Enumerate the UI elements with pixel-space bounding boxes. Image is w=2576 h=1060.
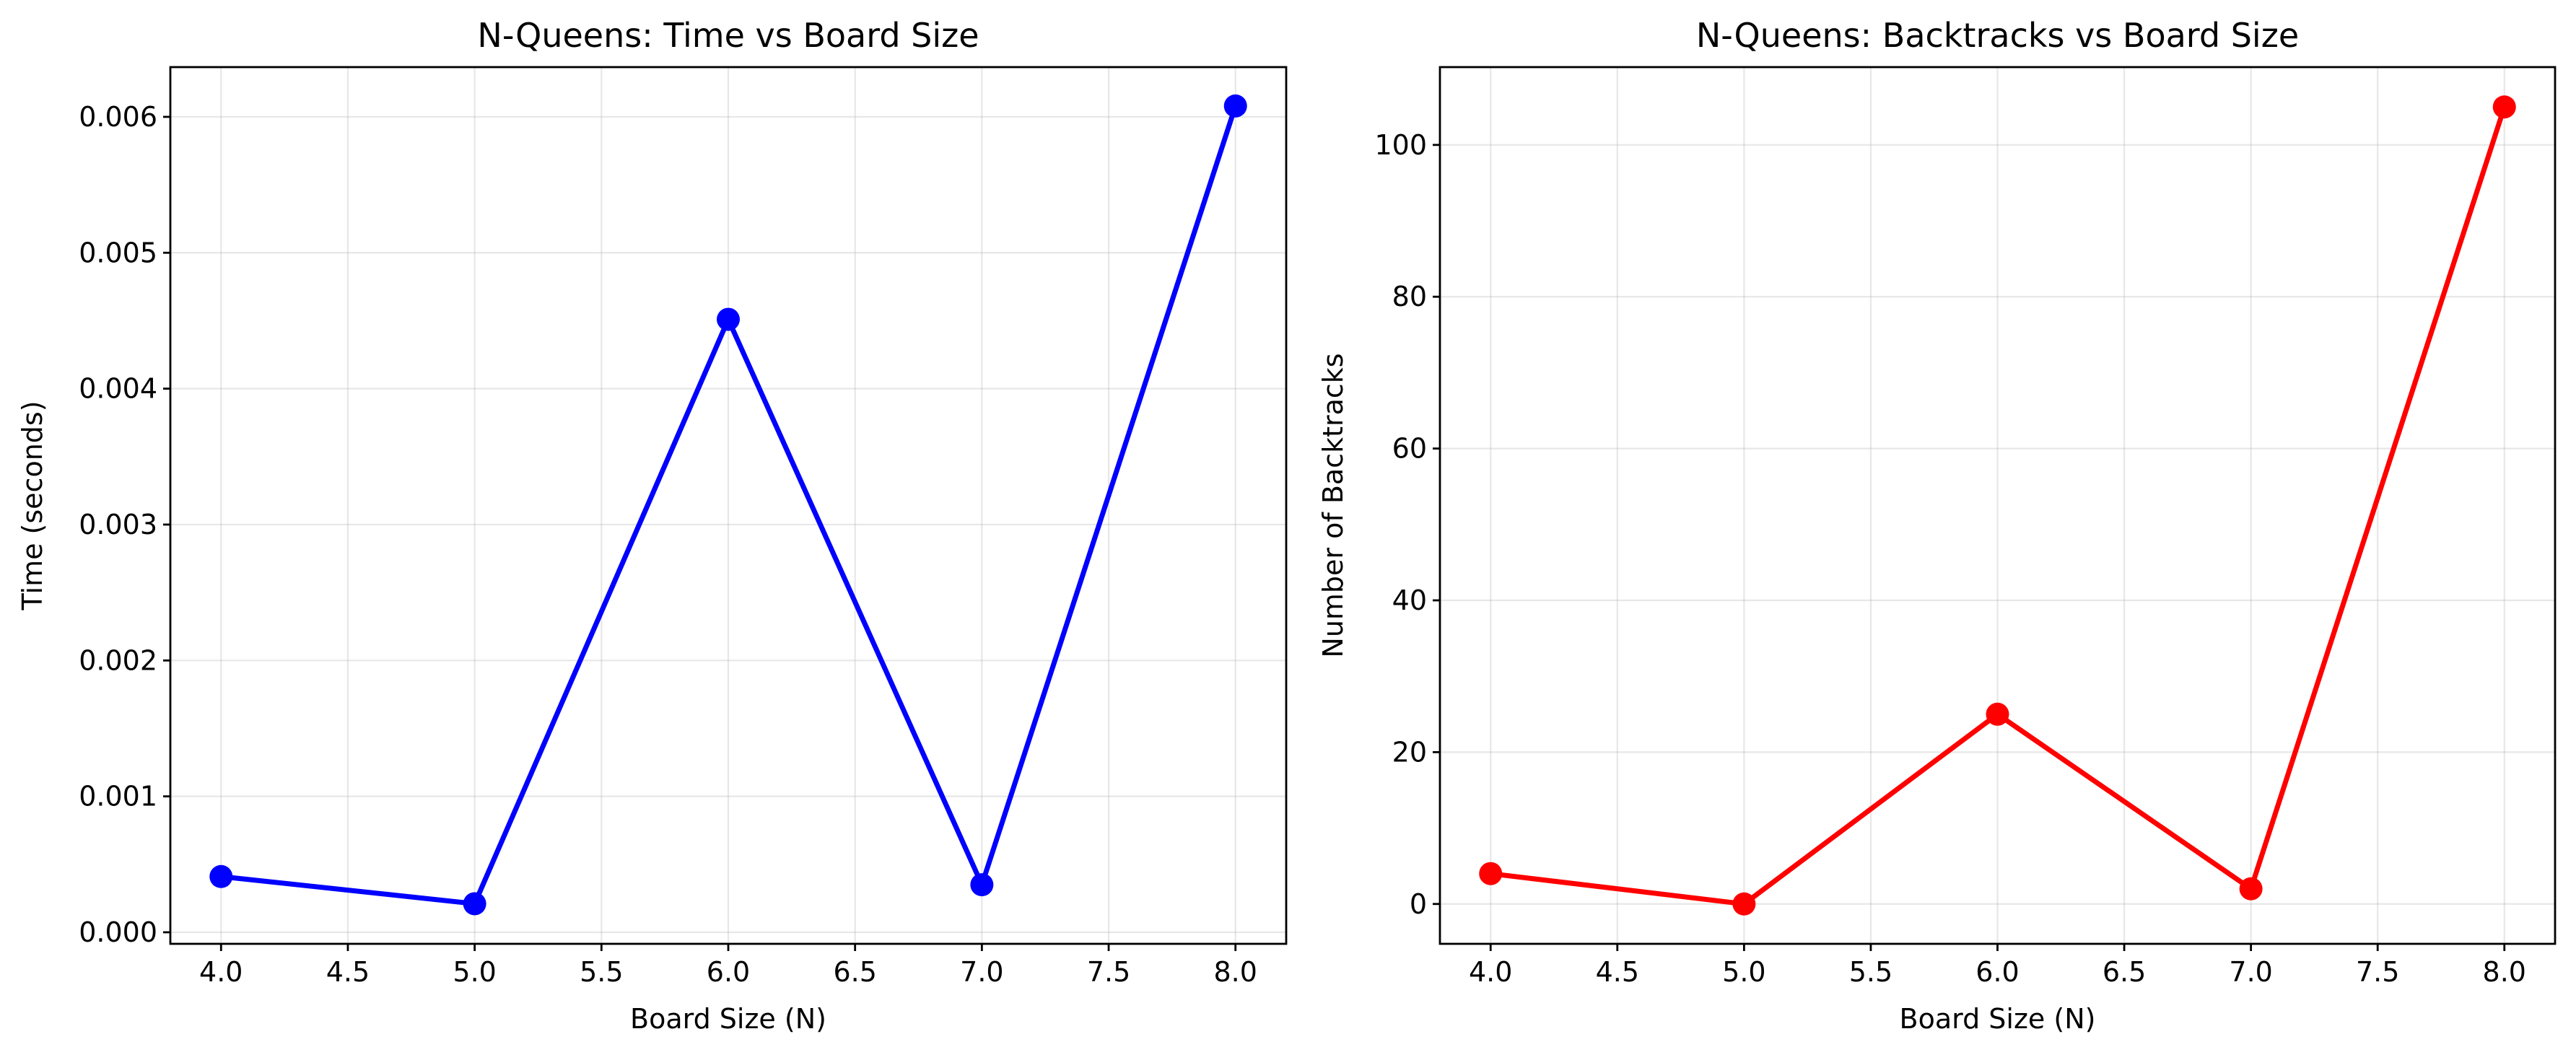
y-tick-label: 40 bbox=[1392, 584, 1427, 616]
y-axis-label: Time (seconds) bbox=[17, 400, 48, 610]
y-tick-label: 0.004 bbox=[79, 373, 157, 405]
x-tick-label: 8.0 bbox=[2483, 956, 2526, 988]
x-tick-label: 6.5 bbox=[833, 956, 876, 988]
data-point bbox=[2239, 877, 2263, 901]
data-point bbox=[970, 873, 994, 897]
chart-title: N-Queens: Time vs Board Size bbox=[477, 16, 979, 55]
x-tick-label: 6.5 bbox=[2103, 956, 2146, 988]
x-tick-label: 7.0 bbox=[2229, 956, 2272, 988]
data-point bbox=[1223, 94, 1247, 118]
x-tick-label: 6.0 bbox=[1975, 956, 2019, 988]
data-point bbox=[2492, 95, 2516, 119]
x-axis-label: Board Size (N) bbox=[630, 1003, 826, 1035]
x-tick-label: 6.0 bbox=[707, 956, 750, 988]
x-axis-label: Board Size (N) bbox=[1900, 1003, 2096, 1035]
y-tick-label: 0.006 bbox=[79, 101, 157, 133]
y-tick-label: 20 bbox=[1392, 736, 1427, 768]
chart-title: N-Queens: Backtracks vs Board Size bbox=[1696, 16, 2299, 55]
data-point bbox=[1986, 702, 2009, 726]
time-chart: 4.0 4.5 5.0 5.5 6.0 6.5 7.0 7.5 8.0 0.000 0.001 0.0… bbox=[17, 16, 1288, 1035]
x-tick-label: 5.0 bbox=[453, 956, 496, 988]
x-tick-label: 4.5 bbox=[1596, 956, 1639, 988]
y-tick-label: 0.005 bbox=[79, 237, 157, 268]
x-tick-label: 5.5 bbox=[1849, 956, 1892, 988]
data-point bbox=[717, 307, 740, 331]
data-point bbox=[209, 864, 233, 888]
data-point bbox=[1479, 862, 1503, 885]
y-tick-label: 60 bbox=[1392, 433, 1427, 465]
backtracks-chart: 4.0 4.5 5.0 5.5 6.0 6.5 7.0 7.5 8.0 0 20 40 60 80 100 N… bbox=[1317, 16, 2557, 1035]
y-tick-label: 0.001 bbox=[79, 781, 157, 812]
x-tick-label: 4.5 bbox=[326, 956, 370, 988]
data-point bbox=[1732, 892, 1756, 916]
x-tick-label: 8.0 bbox=[1214, 956, 1257, 988]
y-tick-label: 100 bbox=[1374, 129, 1427, 161]
y-axis-label: Number of Backtracks bbox=[1317, 353, 1349, 657]
x-tick-label: 4.0 bbox=[1469, 956, 1512, 988]
y-tick-label: 0.002 bbox=[79, 644, 157, 676]
x-tick-label: 4.0 bbox=[199, 956, 243, 988]
y-tick-label: 0.003 bbox=[79, 509, 157, 540]
y-tick-label: 0 bbox=[1410, 888, 1427, 920]
x-tick-label: 5.5 bbox=[580, 956, 623, 988]
x-tick-label: 7.0 bbox=[960, 956, 1003, 988]
data-point bbox=[463, 892, 486, 916]
y-tick-label: 0.000 bbox=[79, 916, 157, 948]
x-tick-label: 7.5 bbox=[1087, 956, 1130, 988]
y-tick-label: 80 bbox=[1392, 281, 1427, 312]
x-tick-label: 7.5 bbox=[2356, 956, 2399, 988]
x-tick-label: 5.0 bbox=[1722, 956, 1765, 988]
